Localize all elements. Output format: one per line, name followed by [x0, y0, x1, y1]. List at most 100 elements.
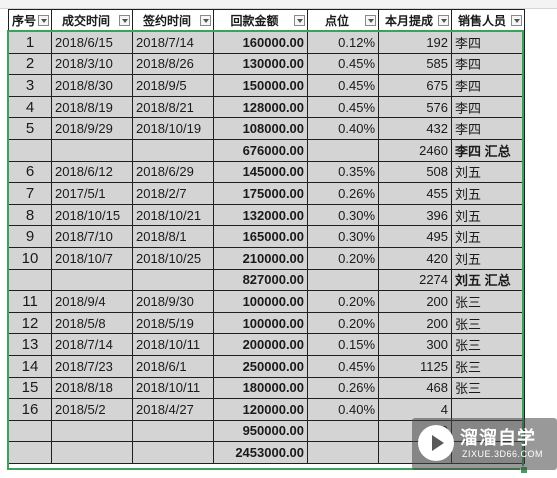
cell-salesperson[interactable]: 刘五 汇总 — [451, 268, 526, 292]
cell-amount[interactable]: 175000.00 — [213, 182, 309, 205]
cell-salesperson[interactable]: 刘五 — [451, 182, 526, 205]
cell-amount[interactable]: 165000.00 — [213, 225, 309, 248]
cell-salesperson[interactable]: 刘五 — [451, 160, 526, 184]
cell-deal-date[interactable]: 2018/5/2 — [51, 398, 134, 421]
cell-salesperson[interactable]: 刘五 — [451, 225, 526, 248]
cell-no[interactable]: 8 — [7, 203, 53, 227]
cell-commission[interactable]: 200 — [378, 311, 453, 335]
cell-commission[interactable]: 576 — [378, 95, 453, 119]
cell-commission[interactable]: 300 — [378, 333, 453, 356]
cell-commission[interactable]: 396 — [378, 203, 453, 227]
cell-amount[interactable]: 130000.00 — [213, 52, 309, 76]
cell-rate[interactable]: 0.30% — [307, 225, 380, 248]
cell-sign-date[interactable]: 2018/4/27 — [132, 398, 215, 421]
cell-salesperson[interactable]: 张三 — [451, 290, 526, 313]
cell-no[interactable]: 9 — [7, 225, 53, 248]
cell-amount[interactable]: 676000.00 — [213, 138, 309, 162]
cell-rate[interactable]: 0.20% — [307, 246, 380, 270]
cell-deal-date[interactable]: 2018/9/29 — [51, 117, 134, 140]
cell-sign-date[interactable]: 2018/6/29 — [132, 160, 215, 184]
cell-salesperson[interactable]: 张三 — [451, 376, 526, 400]
cell-commission[interactable]: 495 — [378, 225, 453, 248]
filter-dropdown-icon[interactable] — [119, 15, 131, 26]
cell-deal-date[interactable]: 2018/5/8 — [51, 311, 134, 335]
cell-sign-date[interactable]: 2018/9/5 — [132, 74, 215, 97]
cell-no[interactable]: 1 — [7, 31, 53, 54]
cell-deal-date[interactable]: 2018/6/12 — [51, 160, 134, 184]
cell-rate[interactable]: 0.26% — [307, 182, 380, 205]
cell-deal-date[interactable]: 2018/8/18 — [51, 376, 134, 400]
cell-amount[interactable]: 827000.00 — [213, 268, 309, 292]
filter-dropdown-icon[interactable] — [438, 15, 450, 26]
cell-deal-date[interactable]: 2018/7/23 — [51, 354, 134, 378]
cell-rate[interactable]: 0.45% — [307, 354, 380, 378]
cell-no[interactable]: 16 — [7, 398, 53, 421]
cell-commission[interactable]: 468 — [378, 376, 453, 400]
cell-sign-date[interactable]: 2018/7/14 — [132, 31, 215, 54]
cell-salesperson[interactable]: 张三 — [451, 354, 526, 378]
header-deal-date[interactable]: 成交时间 — [51, 9, 134, 32]
cell-commission[interactable]: 675 — [378, 74, 453, 97]
cell-sign-date[interactable] — [132, 441, 215, 464]
cell-sign-date[interactable]: 2018/10/19 — [132, 117, 215, 140]
header-salesperson[interactable]: 销售人员 — [451, 9, 526, 32]
cell-amount[interactable]: 145000.00 — [213, 160, 309, 184]
cell-no[interactable] — [7, 419, 53, 443]
cell-deal-date[interactable]: 2018/8/19 — [51, 95, 134, 119]
cell-amount[interactable]: 128000.00 — [213, 95, 309, 119]
cell-amount[interactable]: 100000.00 — [213, 311, 309, 335]
cell-rate[interactable]: 0.12% — [307, 31, 380, 54]
cell-deal-date[interactable]: 2018/8/30 — [51, 74, 134, 97]
filter-dropdown-icon[interactable] — [38, 15, 50, 26]
cell-no[interactable]: 14 — [7, 354, 53, 378]
cell-deal-date[interactable]: 2018/3/10 — [51, 52, 134, 76]
cell-commission[interactable]: 2460 — [378, 138, 453, 162]
cell-rate[interactable]: 0.20% — [307, 311, 380, 335]
cell-sign-date[interactable]: 2018/8/21 — [132, 95, 215, 119]
cell-amount[interactable]: 160000.00 — [213, 31, 309, 54]
cell-no[interactable]: 3 — [7, 74, 53, 97]
filter-dropdown-icon[interactable] — [365, 15, 377, 26]
cell-no[interactable] — [7, 268, 53, 292]
header-rate[interactable]: 点位 — [307, 9, 380, 32]
cell-deal-date[interactable]: 2018/9/4 — [51, 290, 134, 313]
cell-commission[interactable]: 1125 — [378, 354, 453, 378]
cell-no[interactable]: 7 — [7, 182, 53, 205]
cell-no[interactable]: 10 — [7, 246, 53, 270]
cell-amount[interactable]: 150000.00 — [213, 74, 309, 97]
cell-salesperson[interactable]: 刘五 — [451, 246, 526, 270]
cell-rate[interactable] — [307, 138, 380, 162]
cell-sign-date[interactable]: 2018/6/1 — [132, 354, 215, 378]
cell-commission[interactable]: 585 — [378, 52, 453, 76]
cell-amount[interactable]: 200000.00 — [213, 333, 309, 356]
cell-sign-date[interactable]: 2018/2/7 — [132, 182, 215, 205]
cell-no[interactable]: 15 — [7, 376, 53, 400]
cell-rate[interactable]: 0.40% — [307, 398, 380, 421]
cell-amount[interactable]: 108000.00 — [213, 117, 309, 140]
cell-no[interactable]: 6 — [7, 160, 53, 184]
cell-rate[interactable] — [307, 419, 380, 443]
cell-amount[interactable]: 120000.00 — [213, 398, 309, 421]
filter-dropdown-icon[interactable] — [200, 15, 212, 26]
cell-amount[interactable]: 180000.00 — [213, 376, 309, 400]
cell-deal-date[interactable]: 2018/10/7 — [51, 246, 134, 270]
header-commission[interactable]: 本月提成 — [378, 9, 453, 32]
header-no[interactable]: 序号 — [7, 9, 53, 32]
cell-sign-date[interactable]: 2018/8/26 — [132, 52, 215, 76]
cell-amount[interactable]: 950000.00 — [213, 419, 309, 443]
cell-commission[interactable]: 200 — [378, 290, 453, 313]
cell-deal-date[interactable]: 2018/7/14 — [51, 333, 134, 356]
cell-rate[interactable]: 0.26% — [307, 376, 380, 400]
cell-commission[interactable]: 4 — [378, 398, 453, 421]
cell-amount[interactable]: 132000.00 — [213, 203, 309, 227]
cell-rate[interactable]: 0.45% — [307, 74, 380, 97]
cell-deal-date[interactable]: 2017/5/1 — [51, 182, 134, 205]
cell-commission[interactable]: 432 — [378, 117, 453, 140]
cell-rate[interactable]: 0.15% — [307, 333, 380, 356]
cell-salesperson[interactable]: 李四 — [451, 52, 526, 76]
cell-deal-date[interactable] — [51, 138, 134, 162]
cell-commission[interactable]: 420 — [378, 246, 453, 270]
cell-sign-date[interactable] — [132, 419, 215, 443]
cell-deal-date[interactable] — [51, 441, 134, 464]
cell-deal-date[interactable]: 2018/10/15 — [51, 203, 134, 227]
